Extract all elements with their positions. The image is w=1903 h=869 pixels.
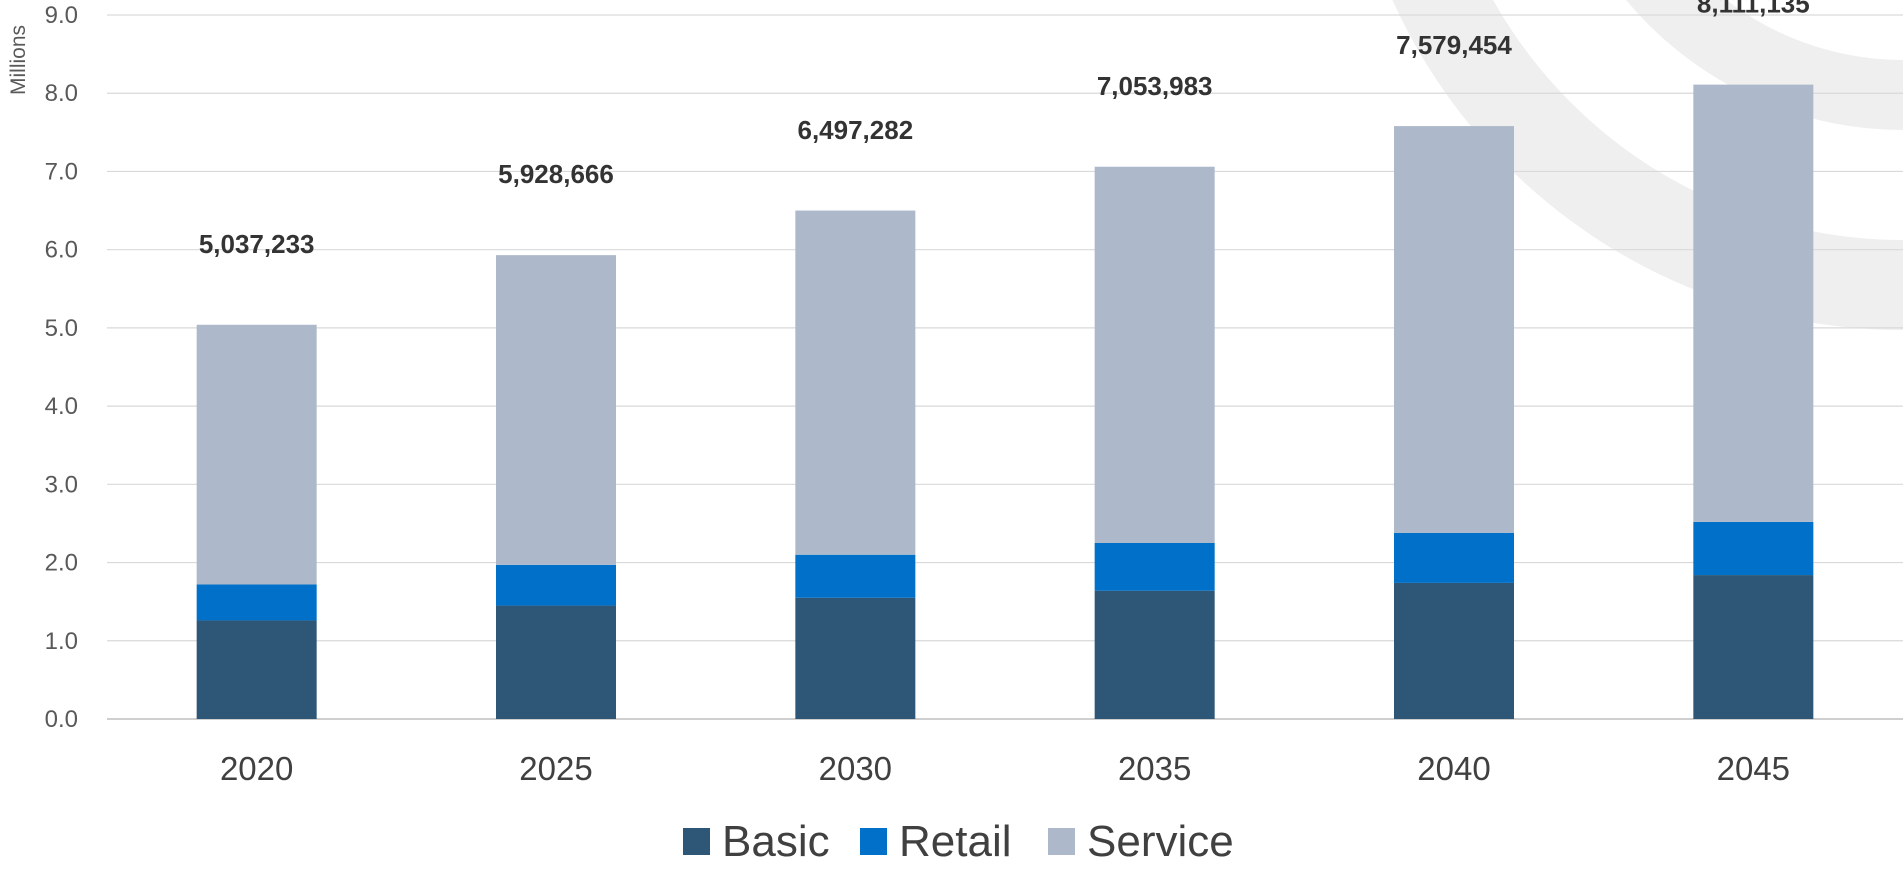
total-data-label: 5,928,666	[498, 159, 614, 189]
bar-basic-2025	[496, 605, 616, 719]
y-tick-label: 2.0	[45, 550, 78, 577]
bar-retail-2040	[1394, 532, 1514, 583]
gridlines	[107, 14, 1903, 720]
bar-basic-2040	[1394, 582, 1514, 719]
total-data-label: 7,053,983	[1097, 71, 1213, 101]
legend-swatch-retail	[860, 828, 887, 855]
bar-service-2025	[496, 255, 616, 565]
y-tick-label: 7.0	[45, 158, 78, 185]
legend-label-service: Service	[1087, 817, 1234, 864]
x-tick-label: 2040	[1417, 750, 1490, 787]
bar-service-2040	[1394, 126, 1514, 533]
bar-service-2020	[196, 324, 317, 585]
x-tick-label: 2020	[220, 750, 293, 787]
bar-retail-2020	[196, 584, 317, 621]
y-tick-label: 5.0	[45, 315, 78, 342]
bar-service-2030	[795, 210, 916, 555]
bars	[196, 84, 1814, 719]
legend-swatch-service	[1048, 828, 1075, 855]
total-data-label: 5,037,233	[199, 229, 315, 259]
y-tick-label: 0.0	[45, 706, 78, 733]
bar-service-2045	[1693, 84, 1814, 522]
legend-label-basic: Basic	[722, 817, 830, 864]
bar-retail-2035	[1094, 543, 1215, 591]
y-tick-label: 1.0	[45, 628, 78, 655]
bar-basic-2020	[196, 620, 317, 719]
total-data-label: 6,497,282	[797, 115, 913, 145]
bar-retail-2025	[496, 564, 616, 606]
x-tick-label: 2025	[519, 750, 592, 787]
background-arc-1	[1626, 0, 1903, 130]
legend-swatch-basic	[683, 828, 710, 855]
y-tick-label: 4.0	[45, 393, 78, 420]
bar-retail-2045	[1693, 521, 1814, 576]
legend: Basic Retail Service	[683, 817, 1234, 866]
legend-label-retail: Retail	[899, 817, 1012, 864]
total-data-label: 8,111,135	[1697, 0, 1810, 19]
y-axis: 0.0 1.0 2.0 3.0 4.0 5.0 6.0 7.0 8.0 9.0	[45, 2, 78, 733]
y-axis-unit-label: Millions	[7, 25, 30, 95]
y-tick-label: 9.0	[45, 2, 78, 29]
total-labels: 5,037,233 5,928,666 6,497,282 7,053,983 7,57…	[199, 0, 1810, 259]
x-tick-label: 2045	[1717, 750, 1790, 787]
y-tick-label: 8.0	[45, 80, 78, 107]
bar-basic-2035	[1094, 590, 1215, 719]
x-tick-label: 2035	[1118, 750, 1191, 787]
y-tick-label: 3.0	[45, 471, 78, 498]
bar-basic-2030	[795, 597, 916, 719]
bar-retail-2030	[795, 554, 916, 598]
x-axis: 2020 2025 2030 2035 2040 2045	[220, 750, 1790, 787]
total-data-label: 7,579,454	[1396, 30, 1512, 60]
bar-basic-2045	[1693, 575, 1814, 719]
bar-service-2035	[1094, 166, 1215, 544]
y-tick-label: 6.0	[45, 237, 78, 264]
x-tick-label: 2030	[819, 750, 892, 787]
